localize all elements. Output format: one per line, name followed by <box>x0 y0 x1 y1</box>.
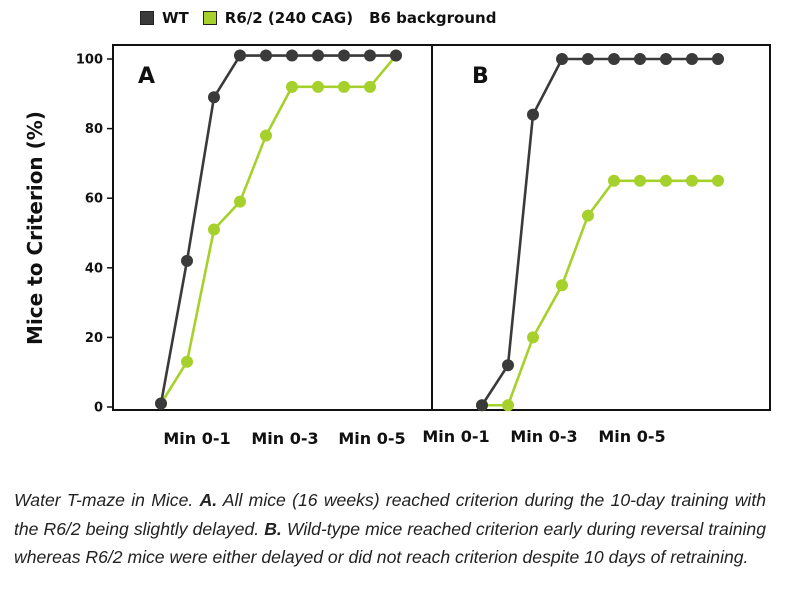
caption-label-b: B. <box>264 518 282 539</box>
y-tick-label: 100 <box>76 53 103 68</box>
data-point-r62-a <box>364 80 376 93</box>
data-point-wt-b <box>527 108 539 121</box>
data-point-r62-b <box>502 399 514 412</box>
y-tick-label: 0 <box>94 401 103 416</box>
caption-part-3: Wild-type mice reached criterion early d… <box>14 518 766 568</box>
y-axis-title: Mice to Criterion (%) <box>23 111 47 345</box>
y-tick-label: 80 <box>85 122 103 137</box>
data-point-wt-b <box>712 53 724 65</box>
series-line-wt-a <box>159 54 396 404</box>
data-point-wt-a <box>390 49 402 62</box>
series-line-wt-b <box>480 57 718 406</box>
data-point-wt-a <box>260 49 272 62</box>
data-point-r62-a <box>338 80 350 93</box>
data-point-wt-b <box>660 53 672 65</box>
caption-part-2: All mice (16 weeks) reached criterion du… <box>14 490 766 539</box>
series-line-r62-a <box>159 54 398 405</box>
data-point-wt-a <box>338 49 350 62</box>
legend-swatch-wt <box>140 11 154 25</box>
data-point-r62-b <box>634 174 646 187</box>
figure-caption: Water T-maze in Mice. A. All mice (16 we… <box>14 486 766 572</box>
data-point-wt-a <box>208 91 220 104</box>
data-point-wt-b <box>686 53 698 65</box>
data-point-r62-a <box>234 195 246 208</box>
x-tick-label-a: Min 0-1 <box>163 429 230 448</box>
data-point-r62-b <box>582 209 594 222</box>
data-point-r62-b <box>686 174 698 187</box>
data-point-r62-a <box>260 129 272 142</box>
panel-frame-b <box>431 44 771 411</box>
data-point-wt-a <box>181 254 193 267</box>
caption-label-a: A. <box>199 490 218 510</box>
x-tick-label-b: Min 0-5 <box>598 427 665 446</box>
data-point-r62-a <box>312 80 324 93</box>
data-point-wt-b <box>608 53 620 65</box>
data-point-wt-a <box>234 49 246 62</box>
data-point-wt-b <box>502 359 514 372</box>
x-tick-label-b: Min 0-3 <box>510 427 577 446</box>
data-point-wt-a <box>155 397 167 410</box>
data-point-wt-b <box>582 53 594 65</box>
data-point-wt-b <box>556 53 568 65</box>
data-point-r62-a <box>181 355 193 368</box>
series-line-r62-b <box>482 179 718 407</box>
legend-item-r62: R6/2 (240 CAG) <box>202 9 354 27</box>
data-point-wt-a <box>364 49 376 62</box>
x-tick-label-b: Min 0-1 <box>422 427 489 446</box>
data-point-wt-a <box>312 49 324 62</box>
legend-swatch-r62 <box>202 11 217 25</box>
data-point-wt-b <box>476 399 488 412</box>
legend-label-wt: WT <box>162 9 189 27</box>
legend: WT R6/2 (240 CAG) B6 background <box>140 6 496 30</box>
x-tick-label-a: Min 0-5 <box>338 429 405 448</box>
data-point-wt-b <box>634 53 646 65</box>
legend-item-wt: WT <box>140 9 189 27</box>
x-tick-label-a: Min 0-3 <box>251 429 318 448</box>
data-point-r62-a <box>208 223 220 236</box>
legend-note: B6 background <box>369 9 497 27</box>
data-point-r62-b <box>660 174 672 187</box>
data-point-wt-a <box>286 49 298 62</box>
data-point-r62-b <box>608 174 620 187</box>
data-point-r62-b <box>527 331 539 344</box>
y-tick-label: 60 <box>85 192 103 207</box>
data-point-r62-a <box>286 80 298 93</box>
caption-part-1: Water T-maze in Mice. <box>14 490 200 510</box>
legend-label-r62: R6/2 (240 CAG) <box>224 9 354 27</box>
data-point-r62-b <box>556 279 568 292</box>
y-tick-label: 20 <box>85 331 103 346</box>
chart: 0 20 40 60 80 100 Mice to Criterion (%) A Min 0-… <box>23 44 771 448</box>
y-tick-label: 40 <box>85 261 103 276</box>
data-point-r62-b <box>712 174 724 187</box>
panel-label-b: B <box>472 64 489 89</box>
panel-frame-a <box>112 44 433 411</box>
panel-label-a: A <box>138 64 155 89</box>
